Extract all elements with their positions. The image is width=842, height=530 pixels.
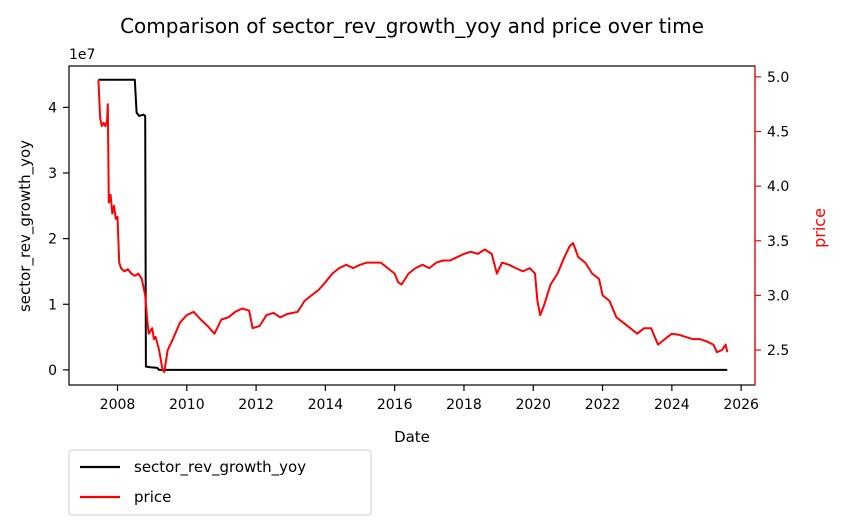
left-y-axis-label: sector_rev_growth_yoy <box>16 140 35 312</box>
left-y-axis: 0 1 2 3 4 <box>48 100 69 379</box>
x-axis-label: Date <box>394 428 430 446</box>
right-y-tick-label: 5.0 <box>767 70 789 86</box>
x-tick-label: 2018 <box>446 397 482 413</box>
x-tick-label: 2014 <box>308 397 344 413</box>
chart-title: Comparison of sector_rev_growth_yoy and … <box>120 14 704 38</box>
left-y-tick-label: 3 <box>48 166 57 182</box>
right-y-axis: 2.5 3.0 3.5 4.0 4.5 5.0 <box>754 66 789 385</box>
x-tick-label: 2024 <box>654 397 690 413</box>
right-y-tick-label: 3.5 <box>767 234 789 250</box>
right-y-tick-label: 3.0 <box>767 288 789 304</box>
series-line-sector-rev-growth-yoy <box>98 78 728 371</box>
x-tick-label: 2022 <box>585 397 621 413</box>
x-tick-label: 2020 <box>515 397 551 413</box>
x-axis: 2008 2010 2012 2014 2016 2018 2020 2022 2024 2026 <box>100 385 759 413</box>
right-y-tick-label: 4.5 <box>767 125 789 141</box>
plot-frame <box>68 65 756 386</box>
series-layer <box>97 78 729 373</box>
x-tick-label: 2026 <box>723 397 759 413</box>
left-axis-offset-label: 1e7 <box>69 47 95 63</box>
legend-frame <box>68 449 372 516</box>
x-tick-label: 2016 <box>377 397 413 413</box>
left-y-tick-label: 4 <box>48 100 57 116</box>
right-y-tick-label: 2.5 <box>767 343 789 359</box>
legend-label-series-0: sector_rev_growth_yoy <box>134 458 306 477</box>
left-y-tick-label: 0 <box>48 363 57 379</box>
legend-label-series-1: price <box>134 488 171 506</box>
x-tick-label: 2010 <box>169 397 205 413</box>
right-y-tick-label: 4.0 <box>767 179 789 195</box>
legend: sector_rev_growth_yoy price <box>68 449 372 516</box>
x-tick-label: 2008 <box>100 397 136 413</box>
series-line-price <box>97 80 729 373</box>
left-y-tick-label: 1 <box>48 297 57 313</box>
left-y-tick-label: 2 <box>48 232 57 248</box>
x-tick-label: 2012 <box>238 397 274 413</box>
right-y-axis-label: price <box>810 208 829 248</box>
